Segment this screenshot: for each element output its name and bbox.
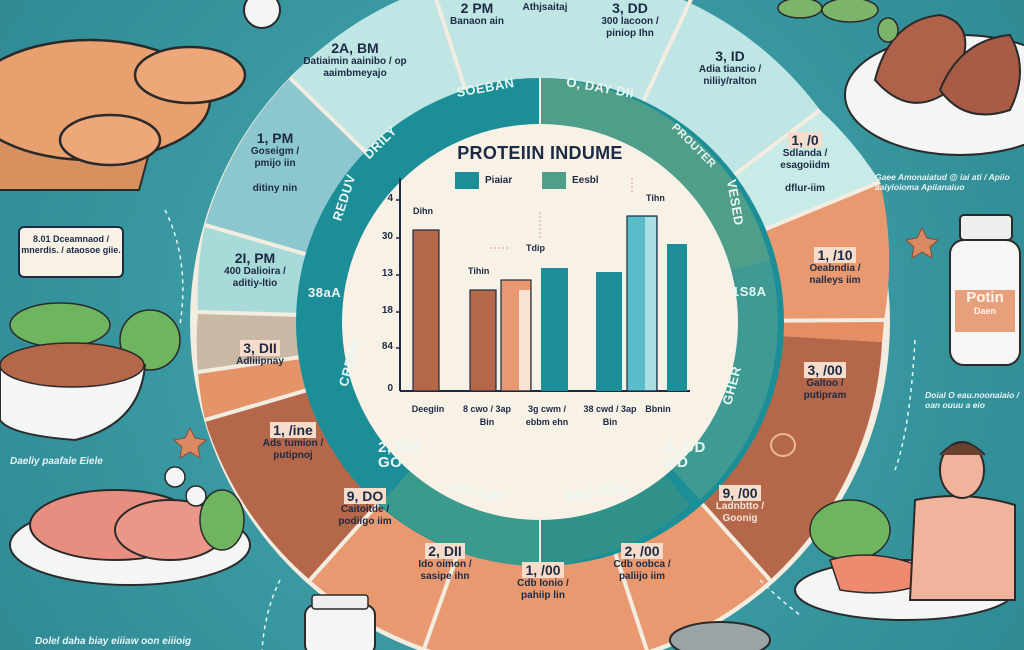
bar-2 [469,289,497,392]
segment-label: 1, /0 Sdlanda / esagoiidm dflur-iim [780,132,830,195]
segment-label: 3, /00 Galtoo / putipram [803,362,847,401]
bar-1 [412,229,440,392]
bar-5 [596,272,622,391]
bar-annotation: Tdip [526,243,545,253]
salmon-bodybuilder-illustration [794,441,1016,621]
y-tick: 4 [387,193,393,204]
x-label: Deegiin [411,404,445,414]
steak-plate-illustration [777,0,1024,156]
segment-label: 2 PM Banaon ain [450,0,504,28]
segment-label: 2, DII Ido oimon / sasipe ihn [418,543,472,582]
y-tick: 13 [381,268,393,279]
caption-supplement: Gaee Amonaiatud @ iai ati / Apiio aaiyio… [875,172,1010,192]
bar-annotation: Tihn [646,193,665,203]
segment-label: 3, ID Adia tiancio / niliiy/ralton [698,48,762,87]
segment-label: 9, /00 Ladnbtto / Goonig [715,485,765,524]
caption-chicken: Dolel daha biay eiiiaw oon eiiioig [35,636,192,647]
bar-annotation: Tihin [468,266,490,276]
ring-label: 38aA [308,285,342,300]
segment-label: 1, /10 Oeabndia / nalleys iim [809,247,861,286]
supplement-jar-illustration [304,594,376,650]
bottle-label: Potin Daen [955,289,1015,332]
segment-label: 1, /ine Ads tumion / putipnoj [262,422,324,461]
y-tick: 0 [387,383,393,394]
bar-7 [667,244,687,391]
dashed-arrows [164,209,916,650]
x-label: 3g cwm / ebbm ehn [525,404,569,427]
star-icon [172,426,208,459]
note-box: 8.01 Dceamnaod / mnerdis. / ataosoe giie… [18,226,124,278]
x-label: 38 cwd / 3ap Bin [583,404,637,427]
y-tick: 84 [381,341,393,352]
legend-label: Piaiar [485,175,513,186]
fish-illustration [669,621,771,650]
legend-swatch [542,172,566,189]
segment-label: 1, PM Goseigm / pmijo iin ditiny nin [250,130,300,195]
bar-4 [541,268,568,391]
y-tick: 30 [381,231,393,242]
segment-label: 2A, BM Datiaimin aainibo / op aaimbmeyaj… [303,40,407,79]
segment-label: 9, DO Caitoitde / podiigo iim [338,488,392,527]
star-icon [904,226,940,259]
chart-title: PROTEIIN INDUME [457,143,623,163]
caption-bodybuilder: Doial O eau.noonaiaio / oan ouuu a eio [925,390,1019,410]
y-tick: 18 [381,305,393,316]
legend-item-1: Piaiar [455,172,512,189]
segment-label: 3, DII Adliiipnay [236,340,284,368]
x-label: Bbnin [645,404,671,414]
segment-label: 2, /00 Cdb oobca / paliijo iim [613,543,671,582]
ring-plate-icon [770,433,796,457]
star-icons [172,226,940,459]
raw-chicken-plate-illustration [9,466,251,586]
ring-label: 1S8A [732,284,767,299]
legend-label: Eesbl [572,175,599,186]
caption-lentils: Daeliy paafale Eiele [10,456,103,467]
segment-label: 2I, PM 400 Dalioira / aditiy-ltio [224,250,286,289]
legend-item-2: Eesbl [542,172,599,189]
ring-number: 2, DD GD [665,439,706,471]
x-label: 8 cwo / 3ap Bin [462,404,512,427]
roast-chicken-illustration [0,0,281,191]
ring-number: 2, ON GO [378,439,420,471]
segment-label: 1, /00 Cdb Ionio / pahiip lin [517,562,569,601]
lentil-bowl-illustration [0,302,181,442]
segment-label: 3, DD 300 lacoon / piniop Ihn [601,0,659,39]
legend-swatch [455,172,479,189]
bar-annotation: Dihn [413,206,433,216]
segment-label: Athjsaitaj [522,2,568,13]
